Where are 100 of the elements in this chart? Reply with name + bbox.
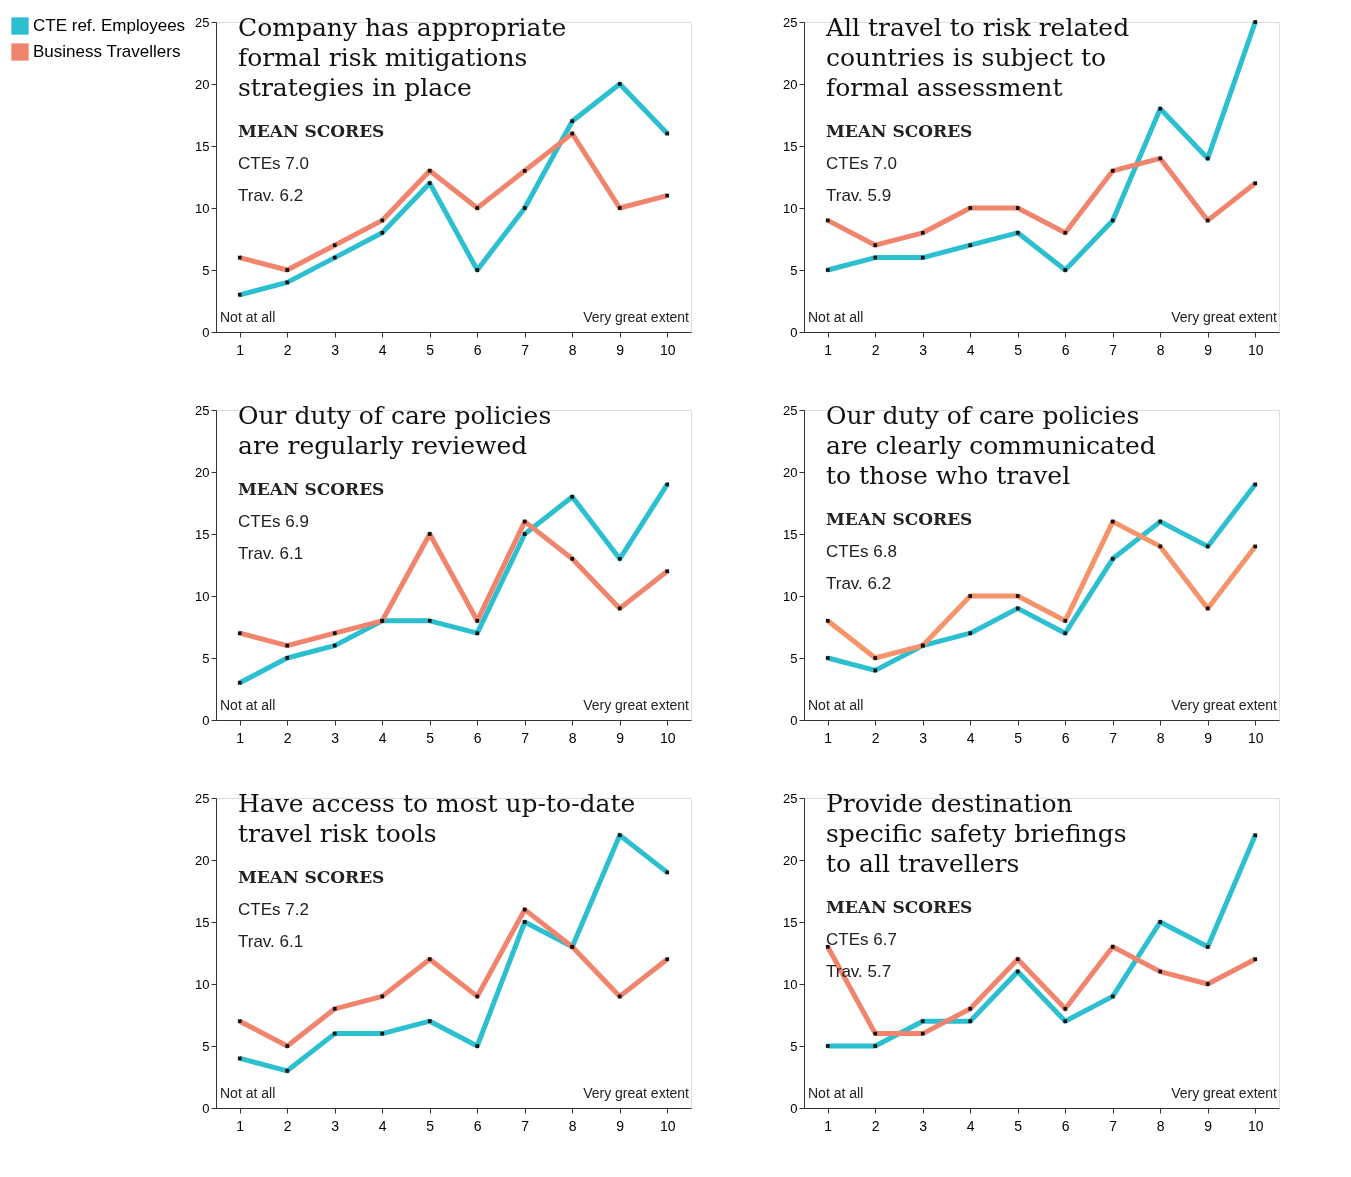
x-tick-label: 3 <box>331 1117 340 1134</box>
x-tick-label: 8 <box>1156 1117 1165 1134</box>
x-tick-label: 7 <box>1109 1117 1118 1134</box>
annotation: Not at all <box>220 1085 276 1101</box>
x-tick-label: 7 <box>521 341 530 358</box>
x-tick-label: 7 <box>521 1117 530 1134</box>
y-tick-label: 5 <box>202 262 210 278</box>
x-tick-label: 1 <box>824 1117 833 1134</box>
x-tick-label: 8 <box>568 1117 577 1134</box>
y-tick-label: 25 <box>195 790 210 806</box>
y-tick-label: 0 <box>790 324 798 340</box>
x-tick-label: 7 <box>1109 729 1118 746</box>
annotation: MEAN SCORES <box>238 121 385 141</box>
x-tick-label: 2 <box>871 1117 880 1134</box>
x-tick-label: 2 <box>871 341 880 358</box>
text: Our duty of care policies are clearly communicated to those who travel <box>826 401 1156 490</box>
x-tick-label: 2 <box>283 341 292 358</box>
x-tick-label: 9 <box>616 1117 625 1134</box>
annotation: CTEs 7.2 <box>238 900 309 919</box>
y-tick-label: 15 <box>783 138 798 154</box>
x-tick-label: 6 <box>1061 341 1070 358</box>
text: Provide destination specific safety briefings to all travellers <box>826 789 1127 878</box>
x-tick-label: 8 <box>568 729 577 746</box>
y-tick-label: 10 <box>195 976 210 992</box>
x-tick-label: 10 <box>659 729 676 746</box>
chart-title: Our duty of care policies are regularly reviewed <box>238 401 552 460</box>
y-tick-label: 15 <box>783 914 798 930</box>
x-tick-label: 5 <box>426 729 435 746</box>
x-tick-label: 4 <box>966 1117 975 1134</box>
annotation: Not at all <box>220 697 276 713</box>
x-tick-label: 9 <box>1204 341 1213 358</box>
text: Company has appropriate formal risk mitigations strategies in place <box>238 13 567 102</box>
annotation: Not at all <box>808 1085 864 1101</box>
y-tick-label: 0 <box>202 712 210 728</box>
annotation: Very great extent <box>1171 309 1278 325</box>
x-tick-label: 4 <box>378 729 387 746</box>
y-tick-label: 25 <box>783 14 798 30</box>
x-tick-label: 9 <box>616 341 625 358</box>
y-tick-label: 20 <box>783 852 798 868</box>
x-tick-label: 6 <box>1061 729 1070 746</box>
y-tick-label: 20 <box>195 852 210 868</box>
y-tick-label: 0 <box>790 1100 798 1116</box>
x-tick-label: 4 <box>378 1117 387 1134</box>
y-tick-label: 15 <box>195 138 210 154</box>
annotation: Trav. 6.2 <box>826 574 892 593</box>
x-tick-label: 3 <box>331 341 340 358</box>
x-tick-label: 3 <box>331 729 340 746</box>
x-tick-label: 1 <box>824 341 833 358</box>
annotation: Trav. 5.9 <box>826 186 892 205</box>
x-tick-label: 9 <box>1204 729 1213 746</box>
y-tick-label: 25 <box>783 402 798 418</box>
x-tick-label: 6 <box>1061 1117 1070 1134</box>
y-tick-label: 5 <box>202 650 210 666</box>
y-tick-label: 15 <box>195 526 210 542</box>
y-tick-label: 5 <box>790 262 798 278</box>
y-tick-label: 20 <box>783 464 798 480</box>
x-tick-label: 3 <box>919 1117 928 1134</box>
legend-label: Business Travellers <box>33 42 181 61</box>
y-tick-label: 5 <box>790 1038 798 1054</box>
annotation: CTEs 7.0 <box>238 154 309 173</box>
annotation: Not at all <box>808 309 864 325</box>
x-tick-label: 10 <box>1247 729 1264 746</box>
annotation: Trav. 6.2 <box>238 186 304 205</box>
y-tick-label: 20 <box>783 76 798 92</box>
legend-label: CTE ref. Employees <box>33 16 186 35</box>
y-tick-label: 20 <box>195 464 210 480</box>
x-tick-label: 10 <box>1247 1117 1264 1134</box>
x-tick-label: 10 <box>659 341 676 358</box>
x-tick-label: 5 <box>426 341 435 358</box>
annotation: CTEs 6.7 <box>826 930 897 949</box>
x-tick-label: 10 <box>659 1117 676 1134</box>
x-tick-label: 5 <box>1014 1117 1023 1134</box>
x-tick-label: 7 <box>1109 341 1118 358</box>
y-tick-label: 0 <box>202 1100 210 1116</box>
x-tick-label: 9 <box>1204 1117 1213 1134</box>
annotation: Not at all <box>808 697 864 713</box>
x-tick-label: 1 <box>236 729 245 746</box>
y-tick-label: 10 <box>783 976 798 992</box>
annotation: Trav. 6.1 <box>238 932 304 951</box>
y-tick-label: 20 <box>195 76 210 92</box>
x-tick-label: 4 <box>966 341 975 358</box>
x-tick-label: 4 <box>378 341 387 358</box>
annotation: MEAN SCORES <box>826 897 973 917</box>
y-tick-label: 10 <box>783 200 798 216</box>
y-tick-label: 5 <box>202 1038 210 1054</box>
x-tick-label: 3 <box>919 729 928 746</box>
annotation: MEAN SCORES <box>826 121 973 141</box>
x-tick-label: 7 <box>521 729 530 746</box>
x-tick-label: 8 <box>568 341 577 358</box>
x-tick-label: 6 <box>473 729 482 746</box>
annotation: MEAN SCORES <box>238 479 385 499</box>
y-tick-label: 10 <box>195 588 210 604</box>
annotation: Very great extent <box>1171 697 1278 713</box>
annotation: Very great extent <box>583 309 690 325</box>
x-tick-label: 3 <box>919 341 928 358</box>
annotation: Trav. 6.1 <box>238 544 304 563</box>
y-tick-label: 15 <box>195 914 210 930</box>
y-tick-label: 10 <box>783 588 798 604</box>
chart-title: Have access to most up-to-date travel risk tools <box>238 789 636 848</box>
x-tick-label: 6 <box>473 1117 482 1134</box>
